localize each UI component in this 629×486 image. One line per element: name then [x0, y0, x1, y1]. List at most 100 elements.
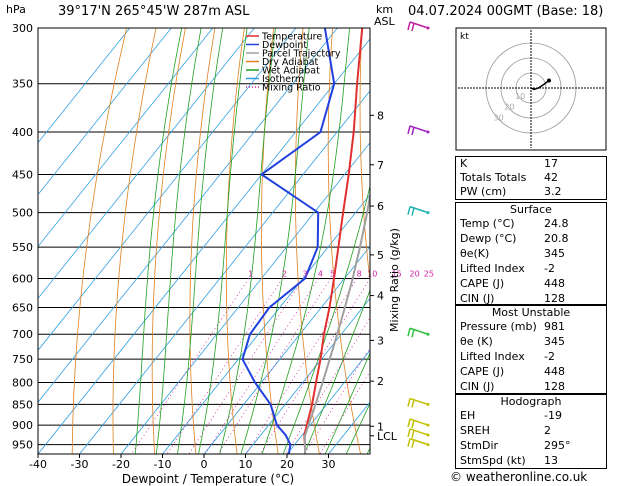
mixing-ratio-label: 2	[282, 270, 287, 279]
isotherm-line	[38, 28, 172, 196]
hodograph-value: 295°	[544, 439, 571, 452]
copyright-text: © weatheronline.co.uk	[450, 470, 588, 484]
most-unstable-row: CIN (J) 128	[456, 379, 606, 394]
pressure-tick-label: 400	[12, 126, 33, 139]
hodograph-row: EH -19	[456, 408, 606, 423]
surface-row: Lifted Index -2	[456, 261, 606, 276]
wind-barb	[407, 21, 430, 32]
x-tick-label: -10	[154, 458, 172, 471]
pressure-tick-label: 850	[12, 398, 33, 411]
surface-row: CAPE (J) 448	[456, 276, 606, 291]
index-value: 17	[544, 157, 558, 170]
most-unstable-value: 981	[544, 320, 565, 333]
isotherm-line	[38, 28, 338, 403]
hodograph-kt-label: kt	[460, 32, 469, 42]
surface-label: Dewp (°C)	[460, 232, 517, 245]
most-unstable-panel: Most Unstable Pressure (mb) 981 θe (K) 345 L…	[455, 305, 607, 394]
pressure-tick-label: 950	[12, 439, 33, 452]
pressure-tick-label: 450	[12, 169, 33, 182]
most-unstable-value: 345	[544, 335, 565, 348]
mixing-ratio-label: 5	[330, 270, 335, 279]
dry-adiabat-line	[71, 28, 127, 454]
most-unstable-row: Pressure (mb) 981	[456, 319, 606, 334]
km-tick-label: 6	[377, 200, 384, 213]
location-title: 39°17'N 265°45'W 287m ASL	[58, 4, 250, 19]
most-unstable-value: -2	[544, 350, 555, 363]
index-value: 3.2	[544, 185, 562, 198]
most-unstable-label: CIN (J)	[460, 380, 495, 393]
km-tick-label: 1	[377, 420, 384, 433]
km-tick-label: 2	[377, 375, 384, 388]
mixing-ratio-label: 3	[303, 270, 308, 279]
mixing-ratio-line	[259, 278, 370, 454]
wind-barb	[407, 125, 430, 136]
most-unstable-label: Lifted Index	[460, 350, 525, 363]
hodograph-storm-motion	[547, 78, 551, 83]
mixing-ratio-label: 10	[367, 270, 377, 279]
dry-adiabat-line	[112, 28, 157, 454]
hodograph-label: SREH	[460, 424, 490, 437]
pressure-tick-label: 500	[12, 207, 33, 220]
surface-value: -2	[544, 262, 555, 275]
isotherm-line	[38, 28, 131, 144]
surface-value: 20.8	[544, 232, 569, 245]
x-tick-label: 0	[201, 458, 208, 471]
wet-adiabat-line	[198, 28, 248, 454]
wind-barb	[407, 327, 430, 338]
most-unstable-label: θe (K)	[460, 335, 493, 348]
mixing-ratio-line	[245, 278, 358, 454]
most-unstable-row: θe (K) 345	[456, 334, 606, 349]
dry-adiabat-line	[151, 28, 186, 454]
hodograph-ring-label: 20	[504, 103, 514, 112]
wet-adiabat-line	[324, 352, 370, 454]
mixing-ratio-axis-title: Mixing Ratio (g/kg)	[388, 228, 401, 332]
datetime-title: 04.07.2024 00GMT (Base: 18)	[408, 4, 604, 19]
pressure-tick-label: 650	[12, 301, 33, 314]
wind-barb	[407, 418, 430, 429]
x-axis-title: Dewpoint / Temperature (°C)	[122, 472, 294, 486]
index-row: Totals Totals 42	[456, 171, 607, 185]
surface-row: Dewp (°C) 20.8	[456, 231, 606, 246]
mixing-ratio-label: 20	[410, 270, 420, 279]
hodograph-row: SREH 2	[456, 423, 606, 438]
surface-value: 24.8	[544, 217, 569, 230]
isotherm-line	[286, 349, 370, 454]
wet-adiabat-line	[134, 28, 183, 454]
hodograph-trace	[530, 79, 550, 91]
most-unstable-title: Most Unstable	[491, 306, 571, 319]
wind-barb	[407, 205, 430, 216]
index-label: K	[460, 157, 468, 170]
x-tick-label: 20	[280, 458, 294, 471]
isotherm-line	[162, 194, 370, 454]
mixing-ratio-line	[188, 278, 304, 454]
km-tick-label: 4	[377, 290, 384, 303]
pressure-tick-label: 900	[12, 419, 33, 432]
pressure-tick-label: 800	[12, 377, 33, 390]
surface-label: Temp (°C)	[460, 217, 515, 230]
surface-value: 345	[544, 247, 565, 260]
x-tick-label: 30	[322, 458, 336, 471]
isotherm-line	[120, 142, 370, 454]
dry-adiabat-line	[225, 28, 245, 454]
legend-label: Mixing Ratio	[262, 83, 321, 94]
series-temperature	[303, 28, 364, 454]
hodograph-label: StmDir	[460, 439, 499, 452]
index-row: PW (cm) 3.2	[456, 185, 607, 200]
most-unstable-row: CAPE (J) 448	[456, 364, 606, 379]
asl-label: ASL	[374, 15, 395, 28]
index-label: Totals Totals	[460, 171, 527, 184]
surface-label: CIN (J)	[460, 292, 495, 305]
series-parcel-trajectory	[303, 189, 370, 454]
km-tick-label: LCL	[377, 430, 398, 443]
isotherm-line	[38, 28, 255, 300]
legend-label: Temperature	[261, 32, 322, 43]
mixing-ratio-label: 25	[424, 270, 434, 279]
x-tick-label: 10	[239, 458, 253, 471]
mixing-ratio-line	[166, 278, 283, 454]
isotherm-line	[38, 28, 297, 351]
wet-adiabat-line	[345, 402, 370, 454]
km-tick-label: 3	[377, 334, 384, 347]
isotherm-line	[203, 245, 370, 454]
hodograph-value: 13	[544, 454, 558, 467]
